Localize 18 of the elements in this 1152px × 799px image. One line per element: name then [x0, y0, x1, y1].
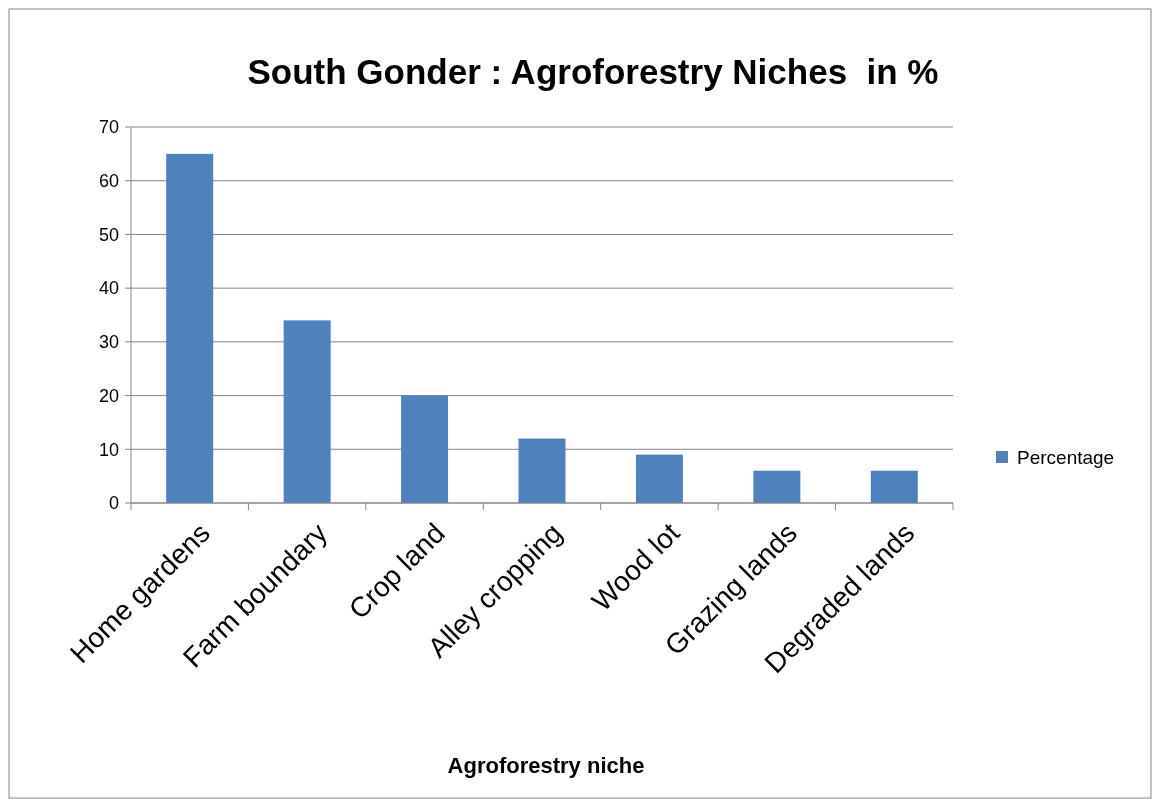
- y-tick-label: 30: [98, 332, 119, 353]
- y-tick-label: 10: [98, 439, 119, 460]
- bar: [166, 153, 214, 503]
- legend-label: Percentage: [1017, 446, 1115, 468]
- bar: [635, 454, 683, 503]
- bar: [753, 470, 801, 503]
- bar: [870, 470, 918, 503]
- chart-title: South Gonder : Agroforestry Niches in %: [247, 52, 939, 91]
- y-tick-label: 70: [98, 117, 119, 138]
- bar: [401, 395, 449, 503]
- bar: [518, 438, 566, 503]
- y-tick-label: 50: [98, 224, 119, 245]
- y-tick-label: 40: [98, 278, 119, 299]
- y-tick-label: 20: [98, 385, 119, 406]
- y-tick-label: 0: [108, 493, 119, 514]
- y-tick-label: 60: [98, 171, 119, 192]
- x-axis-title: Agroforestry niche: [447, 753, 645, 778]
- bar: [283, 320, 331, 503]
